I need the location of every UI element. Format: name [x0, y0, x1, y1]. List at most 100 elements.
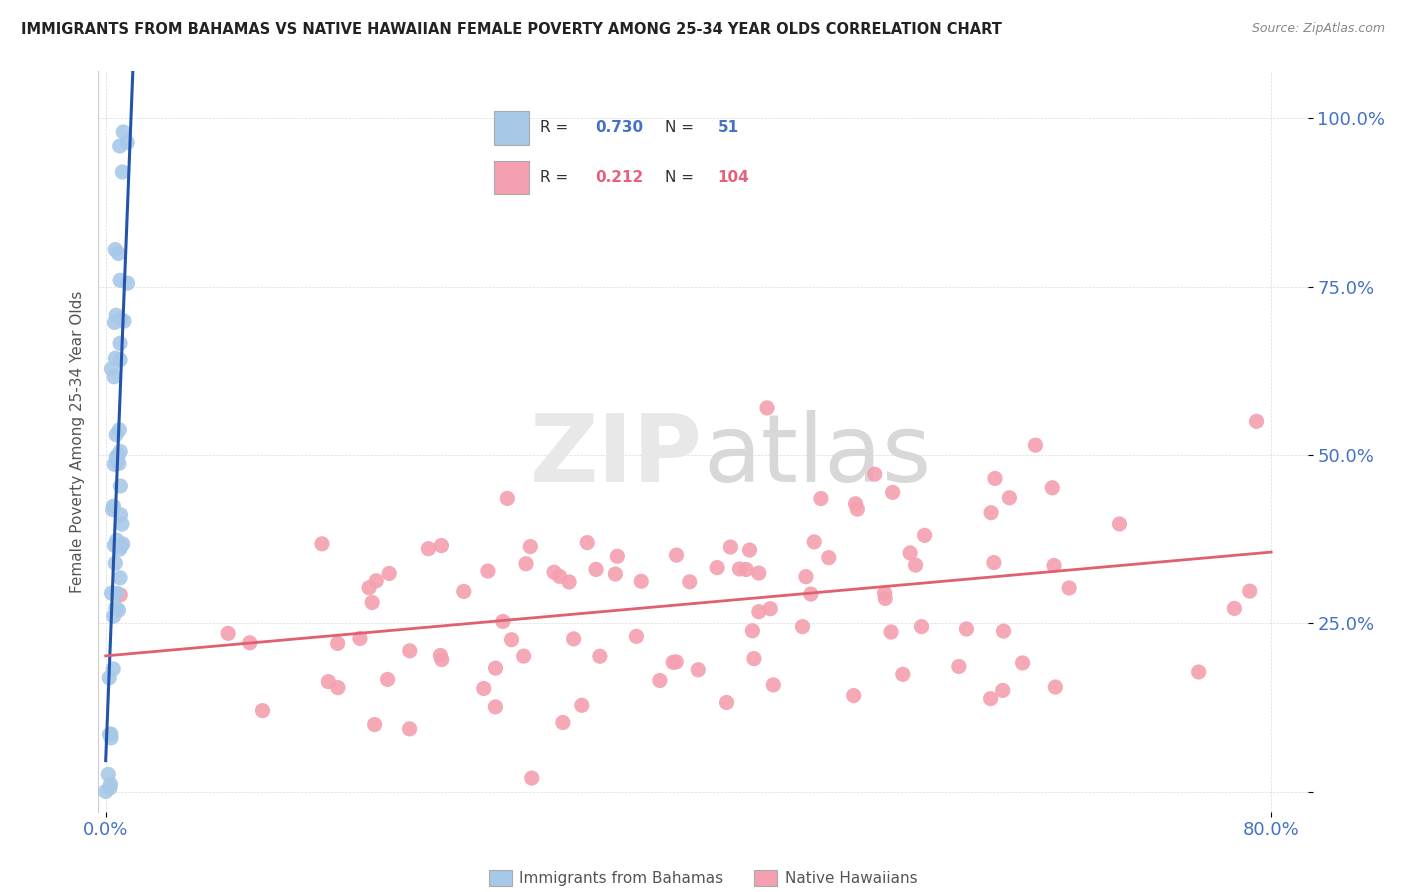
Point [759, 601, 782, 615]
Text: ZIP: ZIP [530, 410, 703, 502]
Text: atlas: atlas [703, 410, 931, 502]
Point [430, 652, 453, 666]
Text: IMMIGRANTS FROM BAHAMAS VS NATIVE HAWAIIAN FEMALE POVERTY AMONG 25-34 YEAR OLDS : IMMIGRANTS FROM BAHAMAS VS NATIVE HAWAII… [21, 22, 1002, 37]
Point [742, 651, 765, 665]
Point [748, 605, 770, 619]
Point [817, 550, 839, 565]
Point [955, 622, 977, 636]
Point [662, 655, 685, 669]
Point [107, 246, 129, 260]
Point [103, 538, 125, 552]
Point [105, 533, 128, 548]
Point [108, 352, 131, 367]
Point [706, 560, 728, 574]
Point [361, 595, 384, 609]
Point [515, 557, 537, 571]
Point [762, 678, 785, 692]
Point [991, 683, 1014, 698]
Point [217, 626, 239, 640]
Point [363, 717, 385, 731]
Point [735, 562, 758, 576]
Point [520, 771, 543, 785]
Point [794, 569, 817, 583]
Point [1045, 680, 1067, 694]
Point [110, 312, 132, 326]
Point [984, 471, 1007, 485]
Point [429, 648, 451, 663]
Point [105, 308, 128, 322]
Point [110, 479, 132, 493]
Point [803, 534, 825, 549]
Point [998, 491, 1021, 505]
Point [108, 139, 131, 153]
Point [103, 609, 125, 624]
Point [101, 502, 124, 516]
Point [904, 558, 927, 573]
Point [898, 546, 921, 560]
Point [357, 581, 380, 595]
Point [875, 591, 897, 606]
Point [1246, 414, 1268, 428]
Point [101, 662, 124, 676]
Point [108, 542, 131, 557]
Point [983, 556, 1005, 570]
Point [105, 453, 128, 467]
Point [1057, 581, 1080, 595]
Point [993, 624, 1015, 639]
Point [741, 624, 763, 638]
Point [562, 632, 585, 646]
Point [104, 243, 127, 257]
Point [748, 566, 770, 580]
Point [844, 497, 866, 511]
Point [110, 588, 132, 602]
Point [665, 655, 688, 669]
Point [543, 565, 565, 579]
Point [97, 767, 120, 781]
Point [558, 574, 581, 589]
Point [501, 632, 523, 647]
Point [112, 314, 135, 328]
Point [108, 273, 131, 287]
Point [496, 491, 519, 506]
Text: Source: ZipAtlas.com: Source: ZipAtlas.com [1251, 22, 1385, 36]
Point [107, 448, 129, 462]
Point [484, 699, 506, 714]
Point [311, 537, 333, 551]
Point [377, 673, 399, 687]
Point [472, 681, 495, 696]
Point [326, 681, 349, 695]
Point [398, 644, 420, 658]
Point [378, 566, 401, 581]
Point [98, 780, 121, 795]
Point [112, 125, 135, 139]
Point [115, 136, 138, 150]
Point [349, 632, 371, 646]
Point [111, 537, 134, 551]
Point [800, 587, 823, 601]
Point [105, 586, 128, 600]
Point [980, 691, 1002, 706]
Point [980, 506, 1002, 520]
Point [105, 450, 128, 465]
Point [720, 540, 742, 554]
Point [108, 423, 131, 437]
Point [100, 731, 122, 745]
Y-axis label: Female Poverty Among 25-34 Year Olds: Female Poverty Among 25-34 Year Olds [69, 291, 84, 592]
Point [873, 586, 896, 600]
Point [679, 574, 702, 589]
Point [110, 539, 132, 553]
Point [648, 673, 671, 688]
Point [585, 562, 607, 576]
Point [398, 722, 420, 736]
Point [108, 571, 131, 585]
Point [1108, 516, 1130, 531]
Point [430, 539, 453, 553]
Point [910, 619, 932, 633]
Point [1188, 665, 1211, 679]
Point [110, 444, 132, 458]
Point [98, 671, 121, 685]
Point [94, 784, 117, 798]
Point [1040, 481, 1063, 495]
Point [880, 625, 903, 640]
Point [103, 315, 125, 329]
